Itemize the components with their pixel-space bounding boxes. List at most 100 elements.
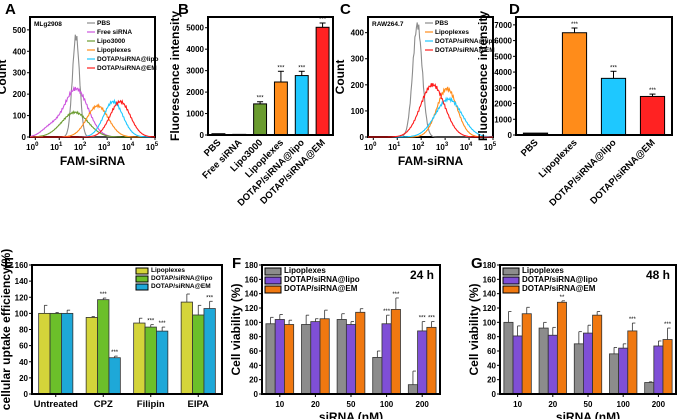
bar bbox=[133, 322, 146, 395]
panel-F: F10 20 50******100*** ***200020406080100120… bbox=[229, 255, 441, 419]
category-label: CPZ bbox=[94, 399, 113, 410]
legend-label: DOTAP/siRNA@lipo bbox=[97, 56, 158, 63]
legend-label: Lipoplexes bbox=[151, 267, 185, 274]
y-tick-label: 180 bbox=[483, 261, 497, 270]
histogram-curve-free-sirna bbox=[29, 85, 155, 138]
y-tick-label: 0 bbox=[492, 390, 497, 399]
y-tick-label: 40 bbox=[249, 361, 258, 370]
significance-marker: *** bbox=[298, 65, 306, 71]
bar bbox=[156, 330, 169, 395]
legend-label: DOTAP/siRNA@EM bbox=[435, 47, 495, 54]
bar bbox=[512, 335, 523, 395]
legend-label: Lipoplexes bbox=[97, 47, 131, 54]
x-tick-label: 103 bbox=[98, 142, 111, 152]
y-tick-label: 60 bbox=[487, 347, 496, 356]
category-label: DOTAP/siRNA@EM bbox=[588, 137, 658, 207]
y-tick-label: 80 bbox=[487, 333, 496, 342]
legend-swatch bbox=[502, 285, 520, 294]
x-tick-exponent: 2 bbox=[83, 142, 87, 148]
significance-marker: *** bbox=[392, 292, 400, 298]
panel-D: DPBS***Lipoplexes***DOTAP/siRNA@lipo***D… bbox=[476, 1, 673, 209]
legend-label: Free siRNA bbox=[97, 29, 132, 36]
legend-label: DOTAP/siRNA@lipo bbox=[522, 275, 598, 284]
bar bbox=[355, 311, 366, 395]
y-tick-label: 160 bbox=[245, 275, 259, 284]
y-tick-label: 20 bbox=[249, 376, 258, 385]
legend-swatch bbox=[502, 276, 520, 285]
bar bbox=[644, 382, 655, 395]
x-tick-exponent: 4 bbox=[131, 142, 135, 148]
category-label: 100 bbox=[380, 400, 394, 409]
bar bbox=[345, 324, 357, 395]
y-tick-label: 120 bbox=[245, 304, 259, 313]
y-axis-label: cellular uptake efficiency(%) bbox=[0, 249, 13, 410]
category-label: 20 bbox=[311, 400, 320, 409]
significance-marker: *** bbox=[257, 96, 265, 102]
panel-label: D bbox=[509, 1, 520, 18]
legend-label: DOTAP/siRNA@lipo bbox=[435, 38, 496, 45]
y-tick-label: 3000 bbox=[494, 84, 512, 93]
legend-label: DOTAP/siRNA@EM bbox=[522, 284, 596, 293]
category-label: 100 bbox=[617, 400, 631, 409]
plot-frame bbox=[207, 16, 334, 136]
y-tick-label: 40 bbox=[19, 358, 28, 367]
histogram-curve-dotap-sirna-em bbox=[368, 83, 493, 138]
legend-label: Lipo3000 bbox=[97, 38, 126, 45]
significance-marker: *** bbox=[629, 317, 637, 323]
x-tick-label: 101 bbox=[388, 142, 401, 152]
bar bbox=[521, 313, 532, 395]
x-tick-exponent: 1 bbox=[59, 142, 63, 148]
y-tick-label: 120 bbox=[483, 304, 497, 313]
y-axis-label: Cell viability (%) bbox=[229, 283, 243, 375]
bar bbox=[390, 309, 401, 395]
legend-swatch bbox=[502, 267, 520, 276]
y-tick-label: 60 bbox=[249, 347, 258, 356]
y-tick-label: 20 bbox=[487, 376, 496, 385]
category-label: 200 bbox=[416, 400, 430, 409]
y-tick-label: 6000 bbox=[494, 37, 512, 46]
x-tick-exponent: 0 bbox=[373, 142, 377, 148]
plot-frame bbox=[499, 264, 677, 395]
cell-line-annotation: RAW264.7 bbox=[372, 21, 404, 28]
y-tick-label: 7000 bbox=[494, 21, 512, 30]
y-tick-label: 200 bbox=[13, 90, 27, 99]
y-tick-label: 120 bbox=[15, 293, 29, 302]
x-tick-exponent: 2 bbox=[421, 142, 425, 148]
significance-marker: *** bbox=[571, 22, 579, 28]
y-axis-label: Count bbox=[0, 60, 9, 95]
y-tick-label: 100 bbox=[351, 107, 365, 116]
y-tick-label: 5000 bbox=[494, 52, 512, 61]
bar bbox=[144, 326, 157, 395]
x-tick-label: 104 bbox=[460, 142, 473, 152]
x-axis-label: FAM-siRNA bbox=[398, 154, 464, 168]
y-axis-label: Cell viability (%) bbox=[467, 283, 481, 375]
bar bbox=[503, 321, 514, 395]
category-label: 20 bbox=[548, 400, 557, 409]
x-tick-exponent: 5 bbox=[493, 142, 497, 148]
x-tick-label: 103 bbox=[436, 142, 449, 152]
bar bbox=[426, 326, 437, 395]
legend-label: DOTAP/siRNA@lipo bbox=[284, 275, 360, 284]
x-axis-label: FAM-siRNA bbox=[60, 154, 126, 168]
bar bbox=[301, 324, 312, 395]
histogram-curve-lipoplexes bbox=[30, 103, 155, 138]
bar bbox=[372, 357, 383, 395]
bar bbox=[639, 95, 666, 136]
y-tick-label: 500 bbox=[13, 26, 27, 35]
x-tick-label: 100 bbox=[26, 142, 39, 152]
x-tick-label: 105 bbox=[484, 142, 497, 152]
bar bbox=[653, 345, 664, 395]
y-tick-label: 0 bbox=[508, 131, 513, 140]
bar bbox=[180, 301, 193, 395]
x-tick-exponent: 3 bbox=[107, 142, 111, 148]
legend-label: DOTAP/siRNA@EM bbox=[284, 284, 358, 293]
category-label: 10 bbox=[275, 400, 284, 409]
x-tick-exponent: 5 bbox=[155, 142, 159, 148]
y-tick-label: 0 bbox=[22, 133, 27, 142]
y-axis-label: Count bbox=[333, 60, 347, 95]
bar bbox=[203, 308, 216, 395]
significance-marker: *** bbox=[610, 65, 618, 71]
bar bbox=[192, 314, 205, 395]
bar bbox=[265, 323, 276, 395]
